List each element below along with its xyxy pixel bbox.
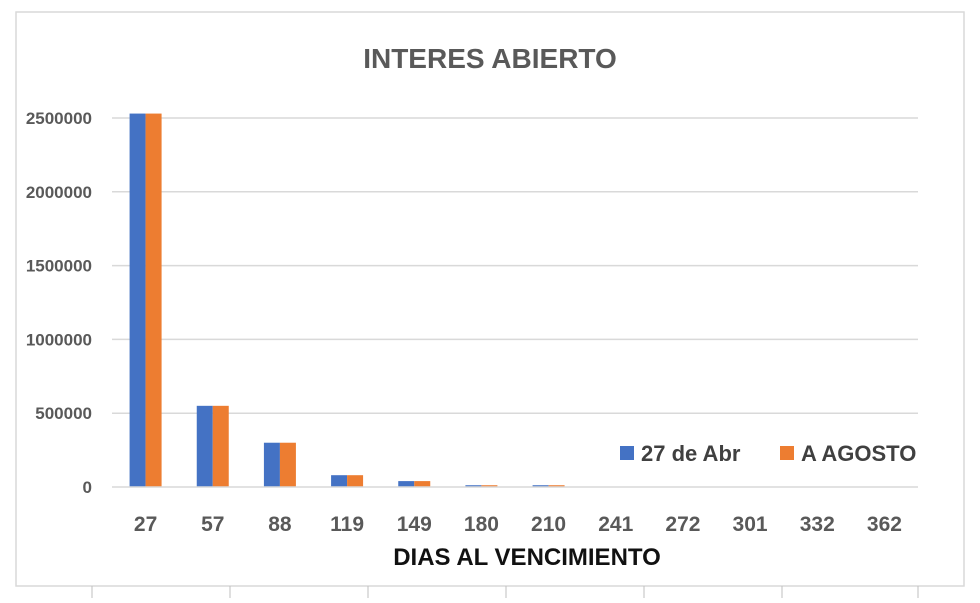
x-tick-label: 149 — [397, 513, 432, 536]
y-tick-label: 1000000 — [26, 330, 92, 349]
bar-series-2-27 — [145, 113, 162, 488]
y-tick-label: 0 — [83, 478, 92, 497]
x-tick-label: 210 — [531, 513, 566, 536]
gridlines — [112, 117, 918, 414]
bar-series-1-180 — [465, 485, 482, 487]
bar-series-2-88 — [279, 442, 296, 487]
bar-series-2-119 — [347, 475, 364, 487]
y-tick-label: 2500000 — [26, 109, 92, 128]
y-tick-label: 2000000 — [26, 183, 92, 202]
bar-series-2-149 — [414, 481, 431, 487]
bar-series-2-57 — [212, 405, 229, 487]
legend-swatch-a-agosto — [780, 446, 794, 460]
bar-series-1-88 — [263, 442, 280, 487]
x-tick-label: 362 — [867, 513, 902, 536]
x-tick-label: 88 — [268, 513, 292, 536]
x-tick-label: 332 — [800, 513, 835, 536]
x-tick-label: 241 — [598, 513, 633, 536]
x-tick-label: 119 — [330, 513, 364, 536]
y-tick-label: 500000 — [35, 404, 92, 423]
x-tick-label: 180 — [464, 513, 499, 536]
chart-frame — [15, 11, 965, 587]
bar-series-1-27 — [129, 113, 146, 488]
bar-series-2-180 — [481, 485, 498, 487]
x-tick-label: 301 — [733, 513, 768, 536]
bar-series-1-119 — [331, 475, 348, 487]
bar-series-1-149 — [398, 481, 415, 487]
bar-series-1-210 — [532, 485, 549, 487]
x-axis-title: DIAS AL VENCIMIENTO — [393, 544, 661, 571]
y-axis-ticks: 0 500000 1000000 1500000 2000000 2500000 — [26, 109, 92, 497]
legend-label-a-agosto: A AGOSTO — [801, 441, 916, 466]
bars — [129, 113, 565, 488]
y-tick-label: 1500000 — [26, 257, 92, 276]
legend-swatch-27-de-abr — [620, 446, 634, 460]
x-tick-label: 272 — [665, 513, 700, 536]
legend-label-27-de-abr: 27 de Abr — [641, 441, 741, 466]
chart-title: INTERES ABIERTO — [363, 43, 617, 74]
x-tick-label: 27 — [134, 513, 157, 536]
x-tick-label: 57 — [201, 513, 224, 536]
x-axis-ticks: 27 57 88 119 149 180 210 241 272 301 332 362 — [134, 513, 902, 536]
legend: 27 de Abr A AGOSTO — [620, 441, 916, 466]
bottom-ticks — [91, 586, 919, 598]
bar-series-2-210 — [548, 485, 565, 487]
bar-series-1-57 — [196, 405, 213, 487]
